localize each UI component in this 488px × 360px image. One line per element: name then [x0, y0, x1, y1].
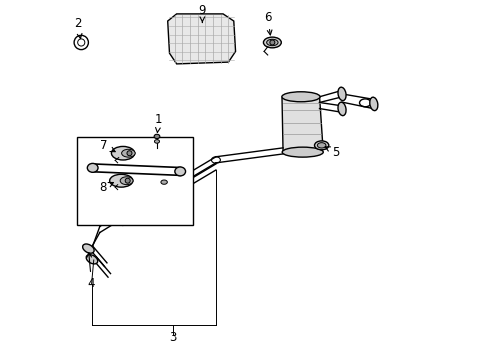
Ellipse shape	[111, 147, 134, 160]
Circle shape	[269, 40, 274, 45]
Polygon shape	[282, 96, 323, 153]
Text: 8: 8	[99, 181, 113, 194]
Circle shape	[125, 178, 130, 183]
Polygon shape	[167, 14, 235, 64]
Text: 5: 5	[325, 146, 339, 159]
Bar	[77, 137, 192, 225]
Ellipse shape	[337, 87, 346, 101]
Ellipse shape	[122, 149, 135, 157]
Ellipse shape	[120, 177, 133, 185]
Ellipse shape	[86, 255, 98, 264]
Ellipse shape	[109, 174, 133, 187]
Text: 7: 7	[100, 139, 115, 152]
Ellipse shape	[266, 39, 278, 46]
Circle shape	[127, 151, 132, 156]
Ellipse shape	[82, 244, 94, 253]
Ellipse shape	[317, 143, 325, 148]
Ellipse shape	[282, 147, 323, 157]
Ellipse shape	[337, 102, 346, 116]
Ellipse shape	[154, 140, 159, 143]
Ellipse shape	[87, 163, 98, 172]
Ellipse shape	[161, 180, 167, 184]
Text: 4: 4	[87, 253, 95, 290]
Ellipse shape	[314, 141, 328, 150]
Ellipse shape	[369, 97, 377, 111]
Ellipse shape	[263, 37, 281, 48]
Ellipse shape	[154, 134, 160, 139]
Ellipse shape	[281, 92, 320, 102]
Text: 2: 2	[74, 17, 82, 39]
Ellipse shape	[175, 167, 185, 176]
Text: 3: 3	[169, 332, 176, 345]
Text: 9: 9	[198, 4, 205, 22]
Text: 6: 6	[264, 11, 271, 35]
Text: 1: 1	[155, 113, 162, 132]
